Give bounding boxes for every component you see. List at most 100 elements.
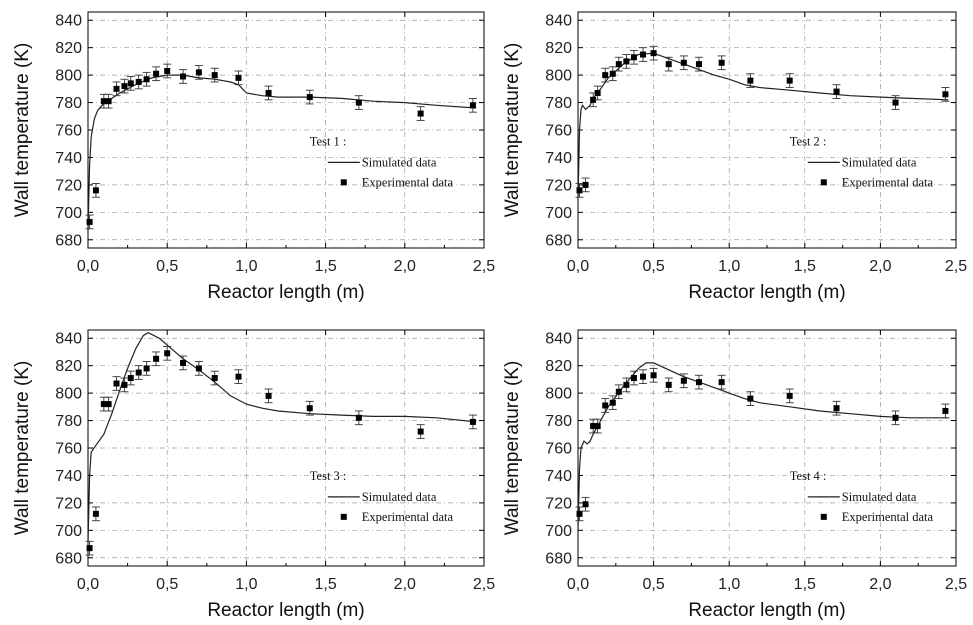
- experimental-point: [265, 392, 272, 399]
- y-axis-title: Wall temperature (K): [12, 43, 33, 218]
- legend-entry-experimental: Experimental data: [842, 175, 934, 189]
- legend: Test 2 : Simulated data Experimental data: [790, 134, 934, 189]
- experimental-point: [695, 379, 702, 386]
- experimental-point: [747, 395, 754, 402]
- chart-panel-1: 0,0 0,5 1,0 1,5 2,0 2,5 680 700 720 740 760 780 800 8…: [12, 11, 495, 303]
- y-tick-label: 820: [545, 358, 572, 375]
- x-tick-label: 2,0: [394, 576, 416, 593]
- experimental-point: [833, 405, 840, 412]
- experimental-point: [180, 73, 187, 80]
- legend: Test 4 : Simulated data Experimental data: [790, 469, 934, 524]
- experimental-point: [135, 78, 142, 85]
- x-tick-label: 0,0: [567, 576, 589, 593]
- legend-entry-simulated: Simulated data: [362, 490, 437, 504]
- chart-panel-3: 0,0 0,5 1,0 1,5 2,0 2,5 680 700 720 740 760 780 800 8…: [12, 329, 495, 621]
- experimental-point: [235, 373, 242, 380]
- x-tick-label: 0,5: [156, 576, 178, 593]
- experimental-point: [86, 218, 93, 225]
- y-tick-label: 760: [55, 123, 82, 140]
- x-tick-label: 2,5: [473, 576, 495, 593]
- grid-lines: [88, 12, 484, 248]
- experimental-point: [582, 181, 589, 188]
- y-axis-title: Wall temperature (K): [502, 361, 523, 536]
- experimental-point: [576, 510, 583, 517]
- experimental-point: [718, 59, 725, 66]
- legend-entry-simulated: Simulated data: [842, 155, 917, 169]
- y-axis-title: Wall temperature (K): [502, 43, 523, 218]
- experimental-point: [469, 418, 476, 425]
- experimental-point: [265, 89, 272, 96]
- experimental-point: [594, 423, 601, 430]
- experimental-point: [195, 365, 202, 372]
- y-tick-label: 700: [545, 523, 572, 540]
- x-tick-label: 0,5: [642, 576, 664, 593]
- experimental-point: [92, 187, 99, 194]
- experimental-point: [355, 99, 362, 106]
- x-tick-label: 1,5: [314, 258, 336, 275]
- experimental-point: [469, 102, 476, 109]
- x-tick-label: 1,0: [718, 576, 740, 593]
- legend-title: Test 3 :: [310, 469, 347, 483]
- y-tick-label: 800: [545, 386, 572, 403]
- y-tick-label: 700: [55, 205, 82, 222]
- experimental-point: [609, 70, 616, 77]
- y-axis-title: Wall temperature (K): [12, 361, 33, 536]
- y-tick-label: 840: [55, 331, 82, 348]
- x-axis-title: Reactor length (m): [688, 600, 845, 621]
- experimental-point: [680, 377, 687, 384]
- x-tick-label: 2,0: [869, 258, 891, 275]
- x-axis: 0,0 0,5 1,0 1,5 2,0 2,5: [567, 12, 967, 275]
- experimental-point: [153, 355, 160, 362]
- y-tick-label: 680: [55, 550, 82, 567]
- experimental-point: [640, 373, 647, 380]
- experimental-point: [695, 61, 702, 68]
- x-tick-label: 2,5: [945, 258, 967, 275]
- experimental-point: [127, 375, 134, 382]
- y-tick-label: 720: [545, 177, 572, 194]
- y-axis: 680 700 720 740 760 780 800 820 840: [545, 331, 956, 567]
- y-tick-label: 800: [55, 68, 82, 85]
- y-tick-label: 800: [545, 68, 572, 85]
- legend-title: Test 4 :: [790, 469, 827, 483]
- y-tick-label: 720: [55, 177, 82, 194]
- experimental-point: [135, 369, 142, 376]
- experimental-point: [105, 401, 112, 408]
- experimental-point: [143, 365, 150, 372]
- simulated-data-line: [88, 332, 477, 545]
- y-axis: 680 700 720 740 760 780 800 820 840: [55, 331, 484, 567]
- grid-lines: [88, 330, 484, 566]
- experimental-point: [195, 69, 202, 76]
- legend-entry-experimental: Experimental data: [362, 175, 454, 189]
- experimental-point: [100, 401, 107, 408]
- experimental-point: [306, 94, 313, 101]
- y-tick-label: 700: [545, 205, 572, 222]
- experimental-point: [718, 379, 725, 386]
- y-tick-label: 780: [55, 95, 82, 112]
- chart-panel-4: 0,0 0,5 1,0 1,5 2,0 2,5 680 700 720 740 760 780 800 8…: [502, 329, 967, 621]
- x-tick-label: 2,5: [945, 576, 967, 593]
- experimental-point: [100, 98, 107, 105]
- legend-entry-simulated: Simulated data: [362, 155, 437, 169]
- y-tick-label: 680: [545, 232, 572, 249]
- x-tick-label: 0,0: [77, 576, 99, 593]
- experimental-point: [942, 407, 949, 414]
- x-tick-label: 1,0: [235, 258, 257, 275]
- x-tick-label: 1,0: [235, 576, 257, 593]
- experimental-point: [942, 91, 949, 98]
- experimental-point: [615, 388, 622, 395]
- experimental-point: [590, 96, 597, 103]
- y-tick-label: 820: [55, 358, 82, 375]
- y-tick-label: 840: [545, 331, 572, 348]
- x-tick-label: 1,5: [794, 258, 816, 275]
- experimental-point: [615, 61, 622, 68]
- experimental-point: [211, 72, 218, 79]
- y-tick-label: 700: [55, 523, 82, 540]
- experimental-point: [602, 402, 609, 409]
- experimental-point: [833, 88, 840, 95]
- x-axis-title: Reactor length (m): [207, 600, 364, 621]
- experimental-point: [113, 380, 120, 387]
- experimental-point: [306, 405, 313, 412]
- legend: Test 1 : Simulated data Experimental data: [310, 134, 454, 189]
- y-tick-label: 720: [545, 495, 572, 512]
- x-tick-label: 2,0: [394, 258, 416, 275]
